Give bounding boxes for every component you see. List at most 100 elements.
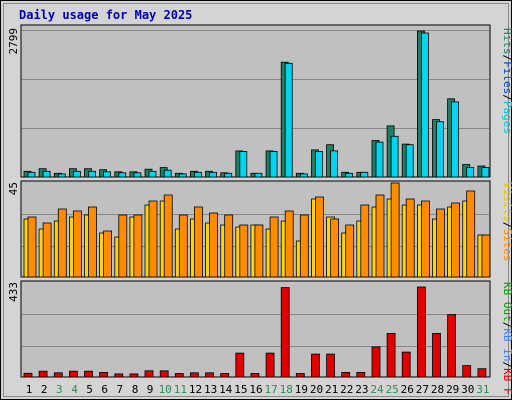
x-tick-label-day-11: 11: [174, 383, 187, 396]
bar-sites-day-28: [436, 208, 445, 278]
bar-sites-day-8: [133, 214, 143, 278]
bar-files-day-17: [269, 150, 278, 178]
kbytes-panel: [20, 280, 491, 378]
bar-kb-f-day-25: [386, 332, 396, 378]
bar-layer: [23, 30, 491, 378]
panel1-ymax-label: 2799: [7, 28, 20, 55]
x-tick-label-day-1: 1: [26, 383, 33, 396]
bar-files-day-21: [330, 150, 339, 178]
bar-sites-day-27: [420, 200, 430, 278]
bar-kb-f-day-13: [205, 372, 214, 378]
bar-kb-f-day-27: [416, 286, 426, 378]
bar-files-day-30: [466, 167, 475, 178]
bar-files-day-18: [284, 62, 293, 178]
x-tick-label-day-23: 23: [355, 383, 368, 396]
bar-files-day-24: [375, 141, 384, 178]
bar-files-day-2: [42, 170, 51, 178]
bar-kb-f-day-26: [401, 351, 411, 378]
x-tick-label-day-14: 14: [219, 383, 233, 396]
bar-kb-f-day-15: [235, 352, 245, 378]
x-tick-label-day-25: 25: [386, 383, 399, 396]
bar-files-day-15: [239, 150, 248, 178]
x-tick-label-day-20: 20: [310, 383, 323, 396]
bar-kb-f-day-9: [144, 370, 154, 378]
bar-files-day-29: [451, 101, 460, 178]
bar-kb-f-day-8: [129, 373, 139, 378]
bar-sites-day-5: [88, 206, 97, 278]
bar-kb-f-day-11: [174, 373, 184, 378]
bar-sites-day-26: [405, 198, 415, 278]
bar-kb-f-day-19: [295, 373, 305, 378]
bar-sites-day-11: [178, 214, 188, 278]
x-tick-label-day-17: 17: [264, 383, 277, 396]
bar-files-day-19: [299, 173, 308, 178]
bar-sites-day-16: [254, 224, 264, 278]
bar-kb-f-day-20: [311, 353, 320, 378]
x-tick-label-day-16: 16: [249, 383, 262, 396]
bar-kb-f-day-2: [38, 370, 48, 378]
bar-sites-day-23: [360, 204, 370, 278]
x-tick-label-day-5: 5: [86, 383, 93, 396]
bar-kb-f-day-23: [356, 371, 366, 378]
bar-files-day-12: [193, 171, 202, 178]
bar-files-day-9: [148, 170, 157, 178]
bar-sites-day-9: [148, 200, 158, 278]
legend-sites: Sites: [501, 228, 512, 261]
bar-kb-f-day-18: [280, 287, 290, 378]
legend-pages: Pages: [501, 101, 512, 134]
x-tick-label-day-10: 10: [159, 383, 172, 396]
x-tick-label-day-24: 24: [370, 383, 384, 396]
bar-sites-day-4: [73, 210, 82, 278]
bar-kb-f-day-10: [159, 370, 169, 378]
panel2-ymax-label: 45: [7, 182, 20, 195]
bar-files-day-13: [209, 171, 217, 178]
x-tick-label-day-28: 28: [431, 383, 444, 396]
bar-files-day-22: [345, 172, 354, 178]
bar-files-day-11: [178, 173, 187, 178]
x-tick-label-day-3: 3: [56, 383, 63, 396]
bar-kb-f-day-28: [432, 332, 441, 378]
bar-files-day-16: [254, 172, 263, 178]
legend-visits: Visits: [501, 182, 512, 222]
x-tick-label-day-13: 13: [204, 383, 217, 396]
x-tick-label-day-8: 8: [132, 383, 139, 396]
panel2-legend: Visits/Sites: [501, 182, 512, 262]
x-tick-label-day-7: 7: [116, 383, 123, 396]
panel3-legend: KB Out/KB In/KB F: [501, 282, 512, 395]
panel1-legend: Hits/Files/Pages: [501, 28, 512, 134]
x-axis-labels: 1 2 3 4 5 6 7 8 9 10 11 12 13 14 15 16 17 18 19 20 21 22 23 24 2…: [26, 383, 490, 396]
bar-sites-day-30: [466, 190, 476, 278]
bar-kb-f-day-1: [23, 372, 33, 378]
bar-sites-day-2: [42, 222, 52, 278]
bar-kb-f-day-21: [326, 353, 336, 378]
legend-files: Files: [501, 61, 512, 94]
x-tick-label-day-21: 21: [325, 383, 338, 396]
bar-kb-f-day-3: [53, 372, 63, 378]
bar-kb-f-day-5: [84, 370, 93, 378]
bar-files-day-28: [436, 121, 444, 178]
bar-files-day-20: [315, 150, 323, 178]
bar-sites-day-24: [375, 194, 385, 278]
bar-kb-f-day-31: [477, 368, 487, 378]
x-tick-label-day-18: 18: [280, 383, 293, 396]
bar-sites-day-22: [345, 224, 355, 278]
bar-files-day-23: [360, 171, 369, 178]
bar-files-day-4: [73, 170, 81, 178]
x-tick-label-day-12: 12: [189, 383, 202, 396]
x-tick-label-day-2: 2: [41, 383, 48, 396]
x-tick-label-day-26: 26: [401, 383, 414, 396]
bar-sites-day-20: [315, 196, 324, 278]
bar-sites-day-29: [451, 202, 461, 278]
bar-kb-f-day-4: [69, 370, 78, 378]
inner-border: [3, 3, 509, 397]
bar-files-day-31: [481, 167, 490, 178]
legend-kb-in: KB In: [501, 328, 512, 361]
x-tick-label-day-4: 4: [71, 383, 78, 396]
panel3-ymax-label: 433: [7, 282, 20, 302]
x-tick-label-day-9: 9: [147, 383, 154, 396]
x-tick-label-day-22: 22: [340, 383, 353, 396]
bar-sites-day-13: [209, 212, 218, 278]
bar-files-day-7: [118, 172, 127, 178]
bar-sites-day-31: [481, 234, 491, 278]
bar-files-day-27: [420, 32, 429, 178]
